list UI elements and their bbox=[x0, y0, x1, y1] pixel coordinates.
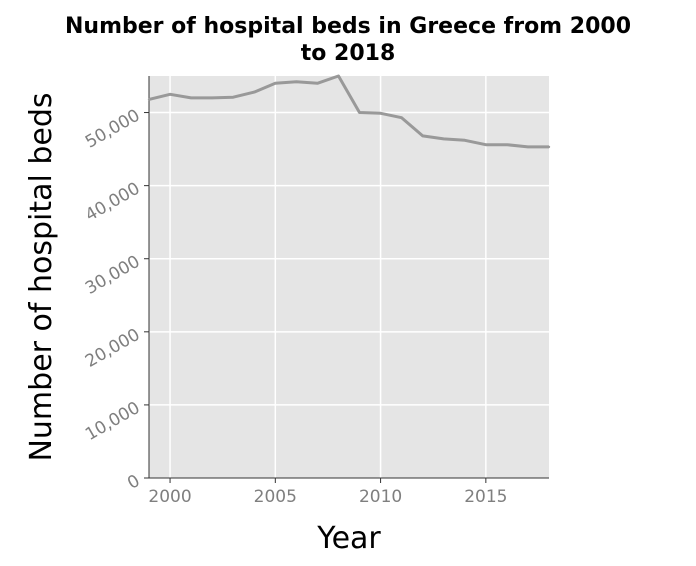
data-point-2009 bbox=[358, 111, 361, 114]
data-point-2017 bbox=[526, 145, 530, 149]
y-tick-label: 10,000 bbox=[82, 398, 144, 445]
x-axis-title: Year bbox=[316, 521, 381, 556]
y-tick-label: 50,000 bbox=[82, 106, 144, 153]
plot-panel bbox=[149, 76, 549, 478]
data-point-2000 bbox=[168, 93, 172, 96]
chart-title-line-2: to 2018 bbox=[301, 41, 396, 66]
x-tick-label: 2005 bbox=[254, 487, 297, 507]
data-point-2003 bbox=[232, 95, 235, 99]
data-point-2005 bbox=[274, 82, 277, 85]
data-point-2018 bbox=[547, 145, 551, 149]
y-tick-label: 40,000 bbox=[82, 179, 144, 226]
y-tick-label: 0 bbox=[124, 471, 143, 494]
y-tick-label: 20,000 bbox=[82, 325, 144, 372]
data-point-2007 bbox=[316, 82, 319, 85]
data-point-2013 bbox=[442, 137, 445, 141]
data-point-2002 bbox=[210, 96, 214, 100]
data-point-2016 bbox=[505, 143, 509, 146]
data-point-2015 bbox=[484, 143, 488, 146]
grid-lines bbox=[149, 76, 549, 478]
y-axis-title: Number of hospital beds bbox=[24, 92, 59, 461]
data-point-2006 bbox=[295, 80, 298, 84]
y-tick-label: 30,000 bbox=[82, 252, 144, 299]
data-point-2011 bbox=[400, 116, 403, 119]
series-line-hospital-beds bbox=[148, 74, 549, 149]
data-point-1999 bbox=[147, 98, 151, 101]
x-tick-label: 2010 bbox=[359, 487, 402, 507]
data-points bbox=[147, 74, 551, 149]
data-point-2001 bbox=[189, 96, 193, 100]
x-tick-label: 2015 bbox=[464, 487, 507, 507]
data-point-2014 bbox=[463, 139, 466, 142]
data-point-2012 bbox=[421, 134, 424, 138]
data-point-2004 bbox=[253, 90, 256, 94]
x-tick-label: 2000 bbox=[148, 487, 191, 507]
chart-title-line-1: Number of hospital beds in Greece from 2… bbox=[65, 14, 631, 39]
data-point-2010 bbox=[379, 112, 382, 115]
data-point-2008 bbox=[337, 74, 340, 78]
